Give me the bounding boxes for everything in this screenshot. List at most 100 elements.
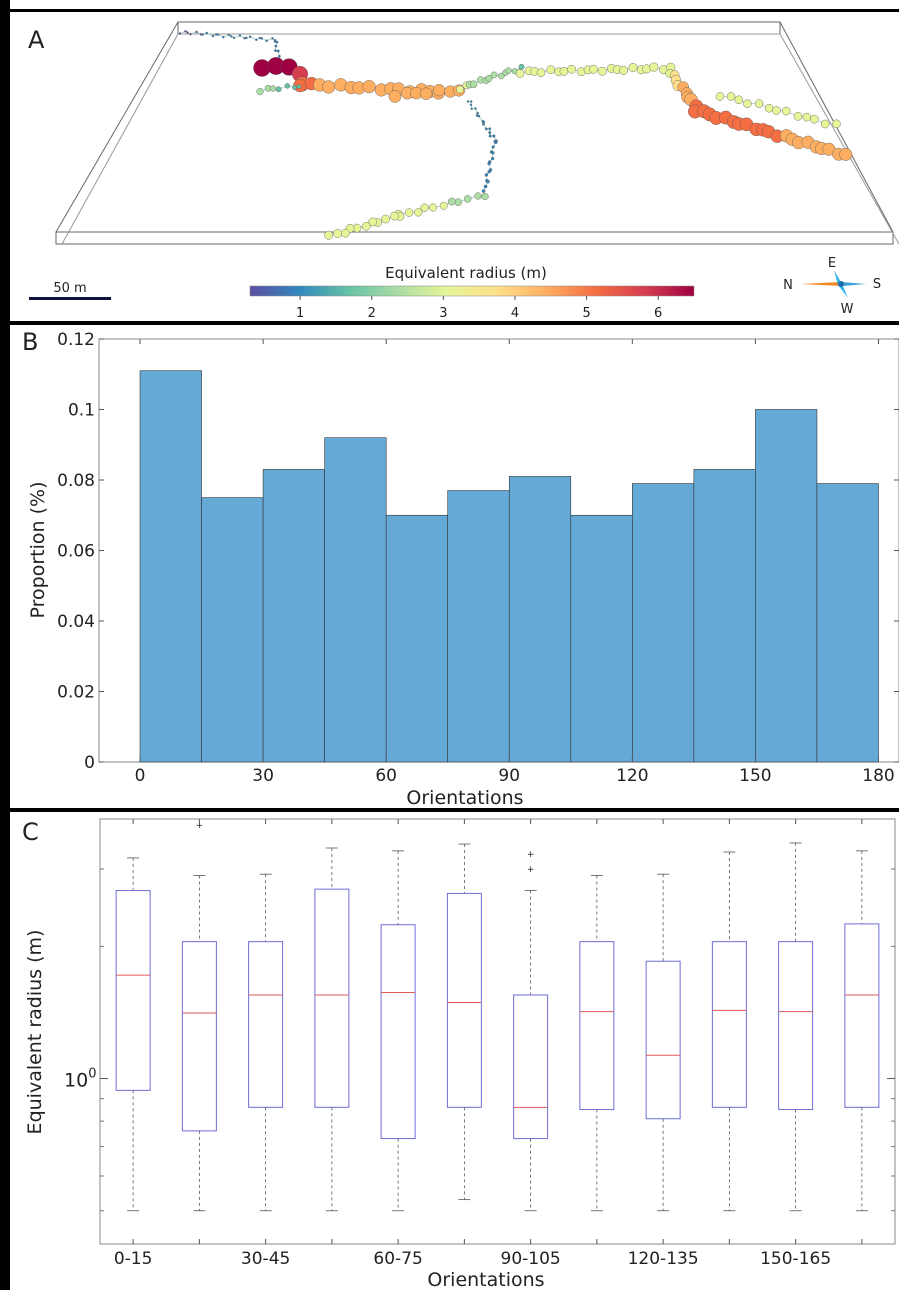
passage-nw-sphere (248, 35, 252, 38)
histogram-y-tick-label: 0.06 (57, 542, 95, 562)
histogram-bar (262, 469, 325, 763)
passage-south-c-sphere (454, 198, 462, 207)
passage-nw-drop-sphere (276, 49, 280, 53)
box-flier: + (527, 865, 535, 875)
passage-yellow-sphere (619, 65, 628, 75)
passage-south-b-sphere (484, 173, 489, 177)
separator-a-b (10, 321, 899, 325)
boxplot-xlabel: Orientations (427, 1269, 544, 1290)
passage-south-d-sphere (381, 214, 390, 224)
passage-nw-sphere (255, 38, 258, 41)
passage-green-sphere (469, 80, 478, 88)
passage-spur-sphere (275, 86, 282, 93)
boxplot-x-tick-label: 30-45 (241, 1249, 290, 1269)
passage-east-yellow-sphere (781, 106, 791, 116)
passage-nw-drop-sphere (274, 44, 278, 48)
passage-yellow-sphere (589, 64, 598, 74)
passage-nw-drop-sphere (277, 54, 281, 58)
passage-south-b-sphere (491, 151, 495, 155)
top-frame (10, 9, 899, 12)
histogram-x-tick-label: 0 (135, 766, 146, 786)
passage-south-c-sphere (481, 192, 489, 201)
histogram-y-tick-label: 0.1 (68, 401, 95, 421)
scalebar-label: 50 m (53, 281, 86, 296)
passage-south-a-sphere (488, 127, 492, 131)
cave-network (178, 30, 853, 240)
passage-east-yellow-sphere (810, 114, 819, 124)
slab-front-face (55, 232, 894, 245)
passage-main-mid-sphere (388, 90, 402, 103)
passage-south-b-sphere (490, 156, 495, 161)
passage-yellow-sphere (559, 66, 569, 76)
histogram-y-tick-label: 0.02 (57, 683, 95, 703)
colorbar-title: Equivalent radius (m) (385, 264, 547, 282)
passage-east-yellow-sphere (772, 106, 781, 115)
passage-south-c-sphere (428, 203, 437, 212)
passage-yellow-sphere (649, 62, 659, 72)
compass-arm-south (840, 282, 866, 286)
passage-nw-sphere (227, 33, 231, 37)
histogram-x-tick-label: 90 (498, 766, 520, 786)
passage-nw-sphere (216, 33, 220, 36)
boxplot-axes (99, 818, 896, 1245)
passage-main-mid-sphere (419, 87, 433, 100)
box-iqr (645, 960, 681, 1120)
separator-b-c (10, 808, 899, 812)
passage-yellow-sphere (515, 69, 525, 78)
histogram-bar (385, 514, 449, 763)
histogram-bar (816, 483, 879, 763)
passage-south-a-sphere (469, 100, 473, 103)
passage-south-b-sphere (491, 145, 495, 149)
passage-south-c-sphere (404, 208, 414, 217)
passage-east-yellow-sphere (734, 95, 744, 105)
boxplot-boxes: + + + (115, 821, 880, 1212)
passage-nw-sphere (265, 39, 268, 43)
passage-south-b-sphere (486, 179, 490, 184)
colorbar-tick-label: 1 (296, 306, 304, 321)
passage-yellow-sphere (628, 63, 638, 72)
passage-south-c-sphere (414, 208, 423, 217)
compass-w: W (841, 302, 854, 317)
passage-nw-sphere (238, 34, 242, 37)
histogram-bars (139, 370, 879, 763)
passage-main-mid-sphere (432, 84, 446, 97)
passage-south-a-sphere (470, 107, 473, 110)
passage-south-c-sphere (474, 192, 482, 200)
passage-south-a-sphere (477, 114, 481, 118)
colorbar-tick-label: 4 (511, 306, 519, 321)
box-iqr (778, 941, 814, 1111)
histogram-bar (508, 476, 572, 763)
passage-east-yellow-sphere (764, 103, 774, 113)
passage-nw-drop-sphere (274, 49, 277, 52)
histogram-bar (570, 514, 633, 763)
box-flier: + (527, 850, 535, 860)
histogram-xlabel: Orientations (406, 787, 523, 809)
histogram-y-ticks: 0 0.02 0.04 0.06 0.08 0.1 0.12 (57, 330, 899, 773)
passage-nw-sphere (195, 30, 198, 34)
histogram-y-tick-label: 0.04 (57, 612, 95, 632)
histogram-bar (324, 437, 387, 763)
boxplot-x-tick-label: 90-105 (501, 1249, 561, 1269)
passage-spur-sphere (296, 84, 302, 89)
histogram-x-tick-label: 150 (739, 766, 771, 786)
passage-south-b-sphere (487, 161, 491, 166)
passage-nw-sphere (215, 33, 218, 36)
passage-south-d-sphere (340, 228, 350, 238)
passage-nw-sphere (271, 37, 274, 40)
histogram-x-tick-label: 120 (616, 766, 648, 786)
passage-nw-sphere (186, 31, 189, 34)
box-iqr (579, 941, 615, 1111)
panel-b-label: B (22, 328, 38, 356)
passage-spur-sphere (292, 84, 297, 90)
compass-s: S (873, 277, 881, 292)
passage-spur-sphere (256, 87, 264, 96)
passage-yellow-sphere (546, 65, 556, 75)
passage-main-west-sphere (321, 80, 336, 94)
passage-south-a-sphere (482, 122, 485, 126)
histogram-bar (201, 497, 264, 763)
passage-south-c-sphere (439, 201, 448, 210)
passage-south-d-sphere (361, 221, 371, 231)
passage-south-d-sphere (333, 229, 342, 238)
passage-south-d-sphere (368, 217, 378, 227)
